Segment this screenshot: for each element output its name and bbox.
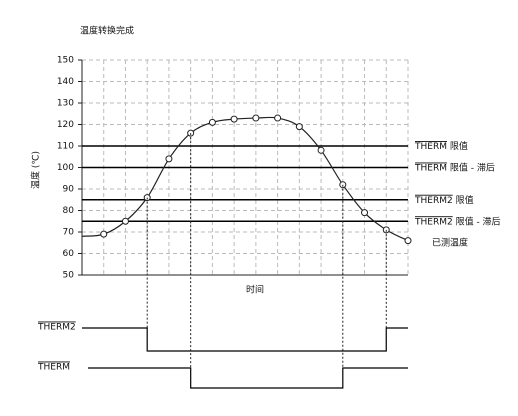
y-tick-label: 150 (57, 56, 74, 66)
y-tick-label: 110 (57, 142, 74, 152)
y-tick-label: 130 (57, 99, 74, 109)
data-point (100, 230, 108, 238)
data-point (295, 123, 303, 131)
data-point (274, 114, 282, 122)
threshold-text: 限值 (456, 193, 474, 205)
data-point (121, 217, 129, 225)
threshold-text: 限值 - 滞后 (456, 215, 501, 227)
threshold-signal: THERM2 (414, 217, 453, 227)
signal-label: THERM (37, 363, 70, 373)
signal-wave (82, 327, 408, 352)
y-tick-label: 50 (63, 271, 75, 281)
y-tick-label: 60 (63, 249, 75, 259)
data-point (252, 114, 260, 122)
data-point (165, 155, 173, 163)
data-point (404, 237, 412, 245)
y-axis-label: 温度 (℃) (30, 151, 42, 189)
threshold-signal: THERM (414, 142, 447, 152)
data-point (317, 146, 325, 154)
chart-title: 温度转换完成 (80, 25, 134, 37)
threshold-signal: THERM2 (414, 195, 453, 205)
threshold-signal: THERM (414, 163, 447, 173)
threshold-text: 限值 (450, 140, 468, 152)
signal-label: THERM2 (37, 323, 76, 333)
data-point (361, 209, 369, 217)
threshold-label: THERM2 限值 - 滞后 (414, 215, 501, 227)
y-tick-label: 80 (63, 206, 75, 216)
y-tick-label: 90 (63, 185, 75, 195)
data-point (208, 118, 216, 126)
threshold-label: THERM 限值 (414, 140, 468, 152)
data-point (230, 115, 238, 123)
threshold-label: THERM 限值 - 滞后 (414, 161, 495, 173)
signal-wave (88, 367, 408, 389)
temperature-curve (81, 116, 409, 242)
y-tick-label: 70 (63, 228, 75, 238)
y-tick-label: 100 (57, 163, 74, 173)
y-tick-label: 120 (57, 120, 74, 130)
threshold-text: 限值 - 滞后 (450, 161, 495, 173)
x-axis-label: 时间 (246, 284, 264, 296)
legend-label: 已测温度 (432, 237, 468, 249)
threshold-label: THERM2 限值 (414, 193, 474, 205)
y-tick-label: 140 (57, 77, 74, 87)
